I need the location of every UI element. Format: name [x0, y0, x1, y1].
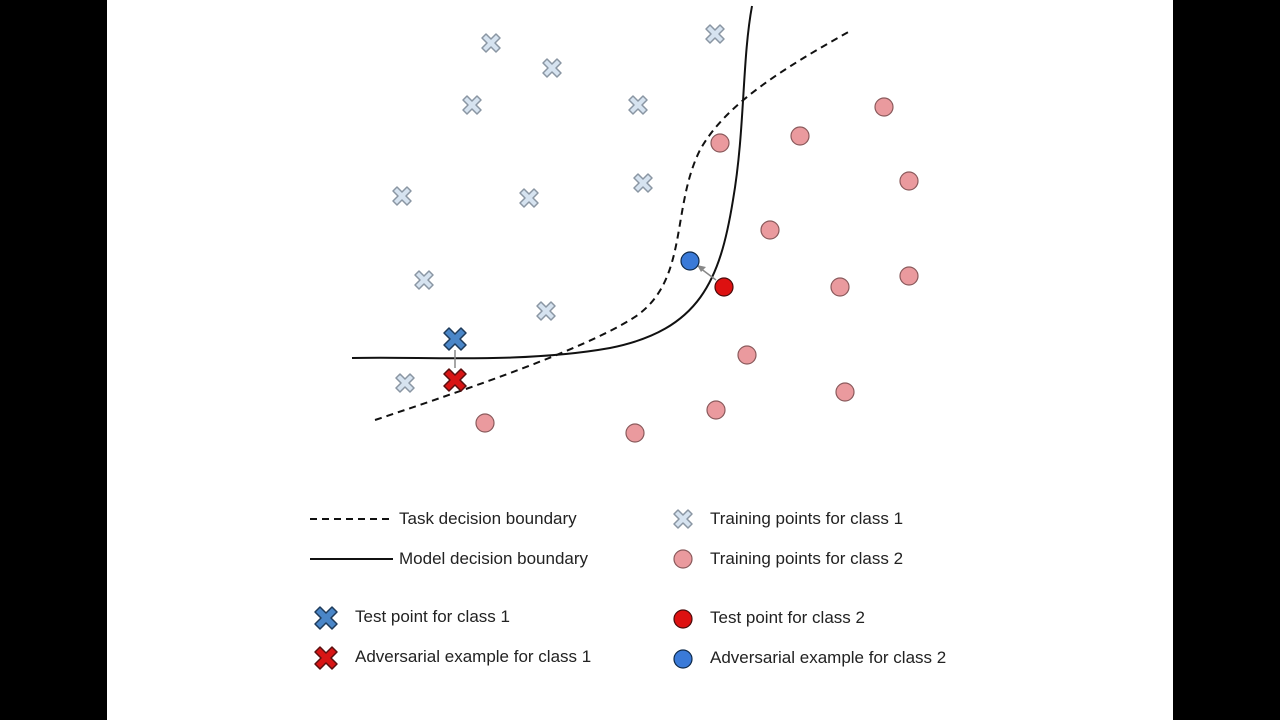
legend-adv-class2-label: Adversarial example for class 2 — [710, 648, 947, 667]
circle-icon — [760, 220, 780, 240]
legend-adv-class1-label: Adversarial example for class 1 — [355, 647, 592, 666]
training-points-class-2 — [475, 97, 919, 443]
circle-icon — [830, 277, 850, 297]
circle-icon — [835, 382, 855, 402]
model-decision-boundary — [351, 5, 753, 360]
legend-task-boundary-label: Task decision boundary — [399, 509, 577, 528]
legend-test-class2-circle-icon — [673, 609, 693, 629]
legend-train-class2-circle-icon — [673, 549, 693, 569]
x-mark-icon — [705, 24, 725, 44]
x-mark-icon — [536, 301, 556, 321]
legend-test-class1-label: Test point for class 1 — [355, 607, 510, 626]
x-mark-icon — [519, 188, 539, 208]
circle-icon — [625, 423, 645, 443]
x-mark-icon — [628, 95, 648, 115]
x-mark-icon — [462, 95, 482, 115]
legend-adv-class1-x-mark-icon — [314, 646, 338, 670]
test-point-class-1 — [443, 327, 467, 351]
legend-adv-class2-circle-icon — [673, 649, 693, 669]
circle-icon — [899, 171, 919, 191]
legend-model-boundary-label: Model decision boundary — [399, 549, 589, 568]
x-mark-icon — [481, 33, 501, 53]
legend — [310, 509, 693, 670]
task-decision-boundary — [374, 29, 853, 421]
legend-train-class2-label: Training points for class 2 — [710, 549, 904, 568]
adversarial-example-class-2 — [680, 251, 700, 271]
slide-canvas: Task decision boundary Model decision bo… — [107, 0, 1173, 720]
circle-icon — [790, 126, 810, 146]
circle-icon — [737, 345, 757, 365]
circle-icon — [475, 413, 495, 433]
x-mark-icon — [542, 58, 562, 78]
x-mark-icon — [392, 186, 412, 206]
x-mark-icon — [414, 270, 434, 290]
circle-icon — [706, 400, 726, 420]
decision-boundary-diagram — [310, 5, 919, 670]
arrowhead-icon — [697, 265, 706, 272]
circle-icon — [874, 97, 894, 117]
training-points-class-1 — [392, 24, 725, 393]
circle-icon — [710, 133, 730, 153]
x-mark-icon — [633, 173, 653, 193]
legend-train-class1-label: Training points for class 1 — [710, 509, 904, 528]
legend-test-class2-label: Test point for class 2 — [710, 608, 865, 627]
circle-icon — [899, 266, 919, 286]
x-mark-icon — [395, 373, 415, 393]
test-point-class-2 — [714, 277, 734, 297]
legend-test-class1-x-mark-icon — [314, 606, 338, 630]
adversarial-example-class-1 — [443, 368, 467, 392]
legend-train-class1-x-mark-icon — [673, 509, 693, 529]
